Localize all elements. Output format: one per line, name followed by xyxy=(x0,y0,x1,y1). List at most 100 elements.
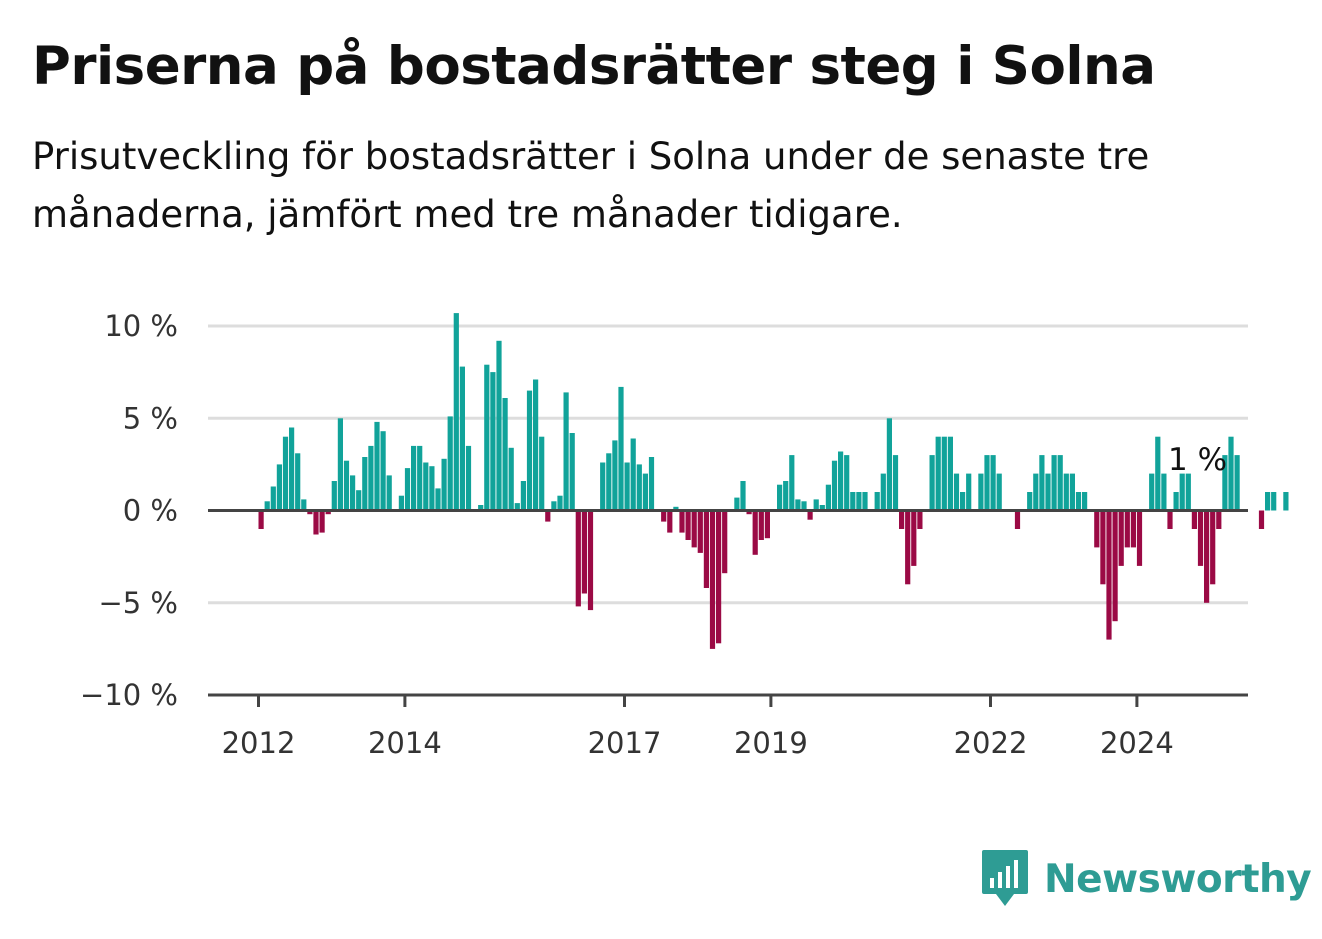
bar xyxy=(789,455,795,511)
bar xyxy=(697,510,703,553)
bar xyxy=(289,427,295,511)
bar xyxy=(624,462,630,511)
bar xyxy=(404,468,411,511)
bar xyxy=(813,499,819,511)
bar xyxy=(673,506,679,511)
x-tick-label: 2024 xyxy=(1100,726,1174,760)
y-tick-label: 0 % xyxy=(123,494,178,528)
bar xyxy=(1014,510,1021,529)
bar xyxy=(1271,492,1277,511)
bar xyxy=(1130,510,1136,548)
bar xyxy=(1258,510,1265,529)
x-tick-label: 2019 xyxy=(734,726,808,760)
bar xyxy=(1027,492,1033,511)
bar xyxy=(484,364,490,511)
y-tick-label: −5 % xyxy=(98,586,178,620)
bar xyxy=(905,510,911,585)
bar xyxy=(783,481,789,511)
bar xyxy=(703,510,709,588)
bar xyxy=(1155,436,1161,511)
bar xyxy=(533,379,539,511)
bar xyxy=(850,492,856,511)
bar xyxy=(1106,510,1112,640)
bar xyxy=(325,510,331,515)
bar xyxy=(441,458,447,511)
bar xyxy=(435,488,441,511)
bar xyxy=(282,436,289,511)
bar xyxy=(917,510,923,529)
bar xyxy=(1051,455,1057,511)
bar xyxy=(740,481,746,511)
bar xyxy=(929,455,935,511)
bar xyxy=(1124,510,1130,548)
bar xyxy=(350,475,356,511)
bar xyxy=(874,492,880,511)
bar xyxy=(1222,455,1228,511)
bar xyxy=(1210,510,1216,585)
bar xyxy=(606,453,612,511)
bar xyxy=(825,484,831,511)
bar xyxy=(429,466,435,511)
bar xyxy=(1179,473,1185,511)
bar xyxy=(648,457,655,511)
bar xyxy=(575,510,581,607)
bar xyxy=(301,499,307,511)
bar xyxy=(295,453,301,511)
bar xyxy=(313,510,319,535)
bar xyxy=(1197,510,1204,566)
bar xyxy=(1136,510,1143,566)
bar xyxy=(984,455,990,511)
bar xyxy=(1063,473,1069,511)
bar xyxy=(1228,436,1234,511)
bar xyxy=(545,510,551,522)
bar xyxy=(831,460,838,511)
bar xyxy=(270,486,276,511)
bar xyxy=(996,473,1002,511)
bar xyxy=(1161,473,1167,511)
bar xyxy=(496,340,502,511)
x-tick-label: 2017 xyxy=(588,726,662,760)
bar xyxy=(1167,510,1173,529)
bar xyxy=(911,510,917,566)
bar xyxy=(636,464,642,511)
bar xyxy=(459,366,465,511)
bar xyxy=(667,510,673,533)
bar xyxy=(691,510,697,548)
bar xyxy=(1234,455,1240,511)
bar xyxy=(276,464,282,511)
bar xyxy=(1149,473,1155,511)
bar xyxy=(417,445,423,511)
bar xyxy=(1057,455,1063,511)
bar xyxy=(1094,510,1100,548)
bar xyxy=(307,510,313,515)
bar xyxy=(862,492,868,511)
bar xyxy=(947,436,953,511)
bar xyxy=(801,501,807,511)
bar xyxy=(807,510,813,520)
x-tick-label: 2022 xyxy=(954,726,1028,760)
bar xyxy=(453,313,459,511)
bar xyxy=(1216,510,1222,529)
bar xyxy=(423,462,429,511)
bar xyxy=(642,473,648,511)
bar xyxy=(844,455,850,511)
bar xyxy=(514,503,520,511)
bar xyxy=(508,447,514,511)
bar xyxy=(1191,510,1197,529)
bar xyxy=(856,492,862,511)
bar xyxy=(319,510,325,533)
bar xyxy=(447,416,453,511)
newsworthy-logo: Newsworthy xyxy=(980,848,1312,910)
bar xyxy=(337,418,343,511)
bar xyxy=(539,436,545,511)
y-tick-label: −10 % xyxy=(80,678,178,712)
bar xyxy=(1265,492,1271,511)
bar xyxy=(1045,473,1051,511)
bar xyxy=(581,510,587,594)
x-tick-label: 2014 xyxy=(368,726,442,760)
bar xyxy=(368,445,374,511)
bar xyxy=(374,421,380,511)
bar xyxy=(1075,492,1082,511)
bar xyxy=(1069,473,1075,511)
